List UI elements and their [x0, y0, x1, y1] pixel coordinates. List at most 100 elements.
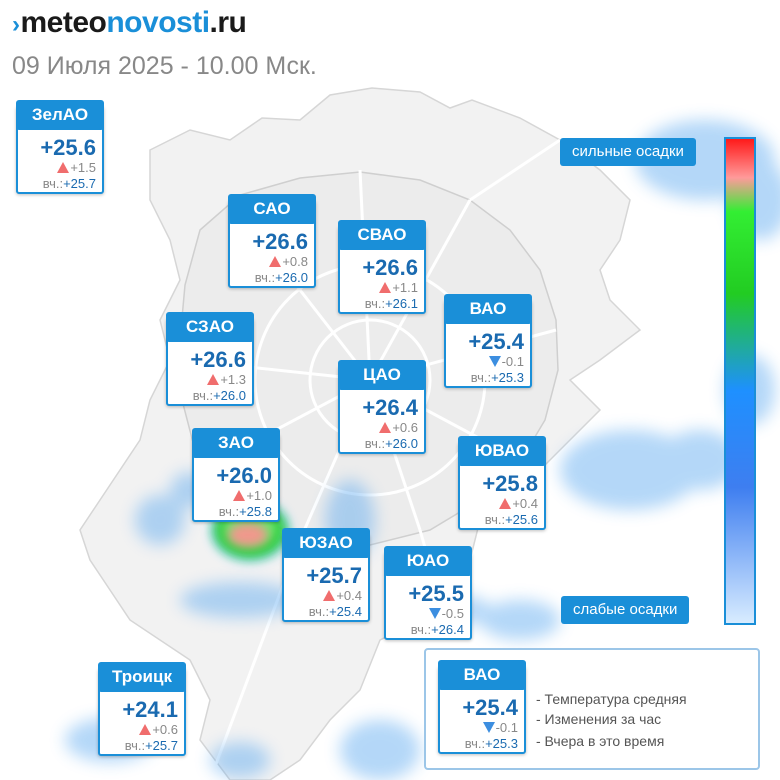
yesterday-label: вч.:	[464, 736, 486, 751]
district-card-zelao: ЗелАО +25.6 +1.5 вч.:+25.7	[16, 100, 104, 194]
arrow-up-icon	[57, 162, 70, 173]
district-name: ЦАО	[338, 360, 426, 390]
district-name: ЮАО	[384, 546, 472, 576]
district-name: Троицк	[98, 662, 186, 692]
delta-value: +1.3	[220, 372, 246, 387]
district-temp: +26.4	[362, 395, 418, 420]
delta-value: -0.1	[495, 720, 518, 735]
district-temp: +25.8	[482, 471, 538, 496]
district-yesterday: вч.:+25.8	[219, 504, 272, 519]
yesterday-label: вч.:	[42, 176, 64, 191]
delta-value: +0.4	[512, 496, 538, 511]
logo-prefix: meteo	[20, 6, 107, 39]
logo-accent: novosti	[106, 6, 210, 39]
district-card-troitsk: Троицк +24.1 +0.6 вч.:+25.7	[98, 662, 186, 756]
district-card-szao: СЗАО +26.6 +1.3 вч.:+26.0	[166, 312, 254, 406]
district-yesterday: вч.:+26.4	[411, 622, 464, 637]
legend-item-change: - Изменения за час	[536, 711, 662, 727]
district-delta: +0.4	[323, 588, 362, 603]
yesterday-label: вч.:	[484, 512, 506, 527]
district-yesterday: вч.:+25.7	[125, 738, 178, 753]
district-temp: +26.6	[252, 229, 308, 254]
district-yesterday: вч.:+25.7	[43, 176, 96, 191]
district-yesterday: вч.:+25.3	[465, 736, 518, 751]
district-card-vao: ВАО +25.4 -0.1 вч.:+25.3	[444, 294, 532, 388]
district-temp: +25.7	[306, 563, 362, 588]
arrow-up-icon	[233, 490, 246, 501]
district-temp: +26.6	[190, 347, 246, 372]
scale-label-heavy: сильные осадки	[560, 138, 696, 166]
yesterday-value: +26.0	[275, 270, 308, 285]
scale-label-light: слабые осадки	[561, 596, 690, 624]
delta-value: +1.5	[70, 160, 96, 175]
legend-sample-card: ВАО +25.4 -0.1 вч.:+25.3	[438, 660, 526, 754]
district-delta: +1.5	[57, 160, 96, 175]
date-line: 09 Июля 2025 - 10.00 Мск.	[12, 52, 317, 80]
yesterday-value: +26.1	[385, 296, 418, 311]
site-logo: ›meteonovosti.ru	[12, 6, 247, 40]
logo-mark-icon: ›	[12, 11, 20, 38]
delta-value: -0.1	[501, 354, 524, 369]
district-card-zao: ЗАО +26.0 +1.0 вч.:+25.8	[192, 428, 280, 522]
yesterday-label: вч.:	[410, 622, 432, 637]
yesterday-value: +25.7	[145, 738, 178, 753]
legend-item-temp: - Температура средняя	[536, 691, 687, 707]
arrow-up-icon	[379, 282, 392, 293]
district-delta: +0.6	[379, 420, 418, 435]
district-name: ЮВАО	[458, 436, 546, 466]
district-yesterday: вч.:+25.4	[309, 604, 362, 619]
district-delta: -0.1	[482, 720, 518, 735]
district-temp: +25.4	[468, 329, 524, 354]
yesterday-label: вч.:	[364, 296, 386, 311]
delta-value: +0.8	[282, 254, 308, 269]
district-name: ЮЗАО	[282, 528, 370, 558]
district-name: СЗАО	[166, 312, 254, 342]
district-temp: +24.1	[122, 697, 178, 722]
yesterday-value: +25.7	[63, 176, 96, 191]
yesterday-value: +25.3	[491, 370, 524, 385]
yesterday-value: +26.0	[385, 436, 418, 451]
district-yesterday: вч.:+26.1	[365, 296, 418, 311]
district-delta: +1.1	[379, 280, 418, 295]
delta-value: +0.6	[152, 722, 178, 737]
district-temp: +25.4	[462, 695, 518, 720]
district-card-sao: САО +26.6 +0.8 вч.:+26.0	[228, 194, 316, 288]
district-delta: +1.3	[207, 372, 246, 387]
yesterday-label: вч.:	[218, 504, 240, 519]
district-yesterday: вч.:+26.0	[365, 436, 418, 451]
district-delta: +0.4	[499, 496, 538, 511]
yesterday-label: вч.:	[254, 270, 276, 285]
yesterday-label: вч.:	[124, 738, 146, 753]
delta-value: +0.4	[336, 588, 362, 603]
district-name: ЗелАО	[16, 100, 104, 130]
yesterday-value: +25.4	[329, 604, 362, 619]
yesterday-label: вч.:	[364, 436, 386, 451]
district-name: СВАО	[338, 220, 426, 250]
district-delta: -0.5	[428, 606, 464, 621]
arrow-down-icon	[428, 608, 441, 619]
legend-item-yesterday: - Вчера в это время	[536, 733, 665, 749]
arrow-up-icon	[323, 590, 336, 601]
district-temp: +26.6	[362, 255, 418, 280]
district-name: ВАО	[438, 660, 526, 690]
district-delta: +1.0	[233, 488, 272, 503]
yesterday-label: вч.:	[192, 388, 214, 403]
district-name: ВАО	[444, 294, 532, 324]
delta-value: +1.0	[246, 488, 272, 503]
district-name: САО	[228, 194, 316, 224]
yesterday-label: вч.:	[308, 604, 330, 619]
district-yesterday: вч.:+26.0	[255, 270, 308, 285]
district-temp: +25.5	[408, 581, 464, 606]
district-card-cao: ЦАО +26.4 +0.6 вч.:+26.0	[338, 360, 426, 454]
logo-suffix: .ru	[209, 6, 247, 39]
arrow-down-icon	[482, 722, 495, 733]
delta-value: +1.1	[392, 280, 418, 295]
district-yesterday: вч.:+25.3	[471, 370, 524, 385]
district-temp: +26.0	[216, 463, 272, 488]
district-yesterday: вч.:+26.0	[193, 388, 246, 403]
yesterday-value: +25.6	[505, 512, 538, 527]
precipitation-scale-bar	[724, 137, 756, 625]
yesterday-value: +25.3	[485, 736, 518, 751]
district-name: ЗАО	[192, 428, 280, 458]
district-yesterday: вч.:+25.6	[485, 512, 538, 527]
